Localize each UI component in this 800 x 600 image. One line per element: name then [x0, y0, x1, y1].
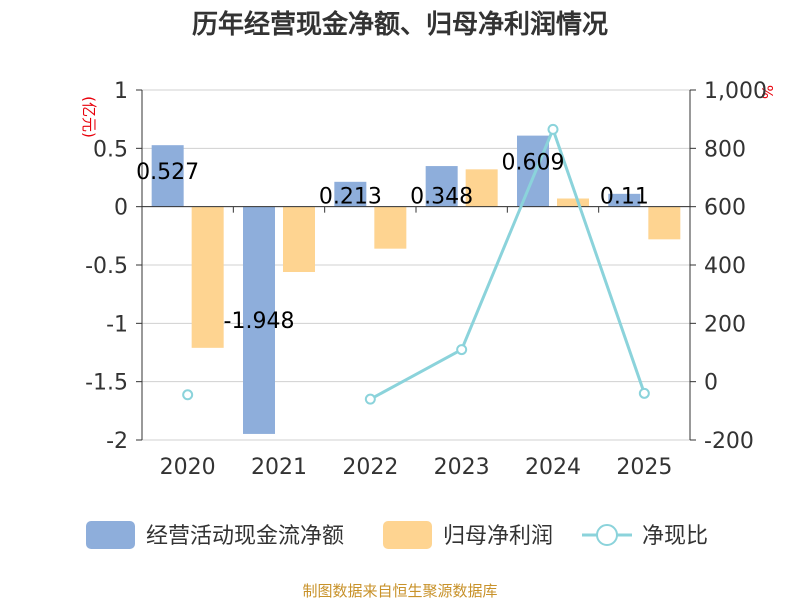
legend-label-net-profit: 归母净利润: [443, 524, 553, 549]
bar-net-profit: [283, 206, 315, 272]
data-label: 0.348: [410, 185, 473, 210]
line-segment: [369, 125, 646, 401]
gridlines: [142, 89, 690, 441]
bar-net-profit: [648, 206, 681, 240]
left-tick-label: 0: [114, 196, 128, 221]
left-axis-unit: (亿元): [80, 96, 98, 138]
chart-title: 历年经营现金净额、归母净利润情况: [192, 9, 608, 40]
source-note: 制图数据来自恒生聚源数据库: [302, 582, 497, 600]
legend-swatch-cashflow: [86, 521, 135, 549]
right-tick-label: 800: [704, 137, 746, 162]
right-tick-label: 600: [704, 196, 746, 221]
legend-label-cashflow: 经营活动现金流净额: [146, 524, 344, 549]
line-point: [547, 123, 559, 135]
left-tick-label: -1: [106, 312, 128, 337]
data-label: 0.609: [502, 151, 565, 176]
bar-cashflow: [243, 206, 275, 434]
data-label: -1.948: [224, 309, 295, 334]
bar-net-profit: [374, 206, 407, 249]
left-tick-label: -1.5: [85, 371, 128, 396]
category-label: 2022: [342, 455, 398, 480]
right-axis-unit: %: [758, 85, 776, 99]
bar-net-profit: [465, 169, 498, 207]
right-tick-label: 200: [704, 312, 746, 337]
right-tick-label: 1,000: [704, 79, 767, 104]
data-label: 0.527: [136, 160, 199, 185]
category-label: 2023: [434, 455, 490, 480]
right-tick-label: -200: [704, 429, 754, 454]
category-label: 2025: [616, 455, 672, 480]
legend: 经营活动现金流净额 归母净利润 净现比: [86, 521, 708, 549]
bar-cashflow: [151, 145, 184, 207]
bar-cashflow: [517, 135, 549, 207]
bar-cashflow: [425, 166, 458, 207]
data-label: 0.11: [600, 185, 649, 210]
legend-swatch-net-profit: [383, 521, 432, 549]
line-point: [182, 389, 194, 401]
line-point: [364, 393, 376, 405]
legend-label-ratio: 净现比: [642, 524, 708, 549]
bar-cashflow: [608, 193, 641, 207]
right-tick-label: 0: [704, 371, 718, 396]
left-tick-label: 0.5: [93, 137, 128, 162]
bar-cashflow: [334, 181, 367, 207]
legend-marker-ratio: [596, 524, 618, 546]
left-tick-label: -0.5: [85, 254, 128, 279]
category-label: 2024: [525, 455, 581, 480]
line-point: [638, 387, 650, 399]
data-label: 0.213: [319, 185, 382, 210]
bar-net-profit: [191, 206, 224, 348]
line-series: [182, 123, 650, 405]
bar-net-profit: [557, 198, 589, 207]
bar-marks: [151, 135, 681, 434]
right-tick-label: 400: [704, 254, 746, 279]
left-tick-label: -2: [106, 429, 128, 454]
axes: 1 0.5 0 -0.5 -1 -1.5 -2 1,000 800 600 400 200 0 -200 2…: [85, 79, 767, 480]
line-point: [456, 344, 468, 356]
category-label: 2021: [251, 455, 307, 480]
left-tick-label: 1: [114, 79, 128, 104]
category-label: 2020: [160, 455, 216, 480]
data-labels: 0.527 -1.948 0.213 0.348 0.609 0.11: [136, 151, 649, 334]
